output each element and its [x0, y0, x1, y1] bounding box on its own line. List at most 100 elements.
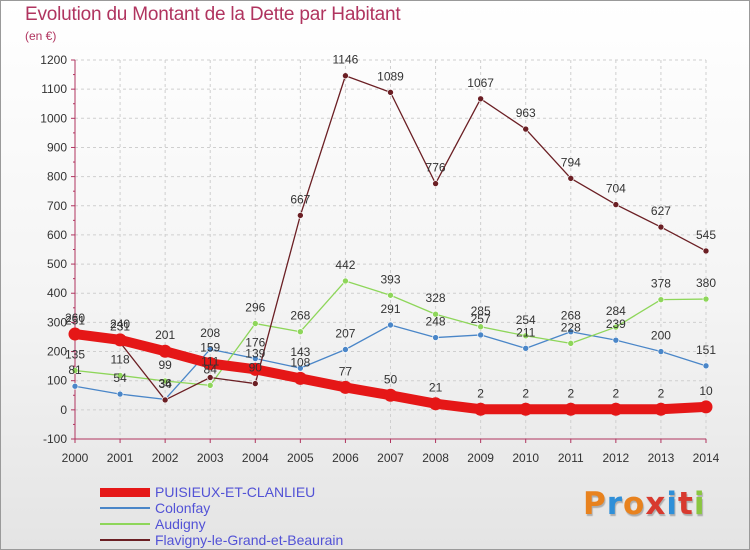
- data-point: [161, 377, 169, 385]
- data-label: 90: [249, 361, 263, 375]
- data-point: [297, 364, 304, 372]
- logo-letter: P: [583, 486, 607, 522]
- data-label: 268: [561, 309, 581, 323]
- data-label: 208: [200, 326, 220, 340]
- data-label: 1067: [467, 76, 494, 90]
- data-label: 239: [606, 317, 626, 331]
- data-point: [387, 291, 394, 299]
- data-point: [609, 402, 623, 416]
- data-point: [297, 212, 304, 219]
- data-label: 704: [606, 182, 626, 196]
- data-point: [657, 296, 665, 303]
- data-point: [702, 295, 710, 303]
- data-point: [477, 323, 484, 331]
- data-point: [522, 125, 530, 133]
- data-label: 254: [516, 313, 536, 327]
- logo-letter: x: [645, 486, 667, 522]
- data-label: 81: [68, 363, 82, 377]
- data-label: 2: [477, 386, 484, 400]
- chart-unit: (en €): [25, 29, 57, 43]
- data-label: 118: [111, 352, 130, 366]
- y-tick-label: 300: [47, 315, 67, 329]
- data-point: [474, 402, 488, 416]
- data-label: 296: [245, 301, 265, 315]
- data-label: 627: [651, 204, 671, 218]
- y-tick-label: 600: [47, 228, 67, 242]
- data-label: 1146: [333, 53, 359, 67]
- data-point: [432, 310, 439, 318]
- data-labels: 81 54 36 208 176 143 207 291 248 257 211 268 239 200 1…: [65, 53, 716, 401]
- data-point: [342, 277, 349, 285]
- data-point: [564, 402, 578, 416]
- data-label: 34: [158, 377, 172, 391]
- data-label: 257: [471, 312, 491, 326]
- y-tick-label: 500: [47, 257, 67, 271]
- logo-letter: o: [623, 486, 646, 522]
- x-tick-label: 2011: [558, 451, 584, 465]
- data-label: 228: [561, 320, 581, 334]
- data-label: 231: [110, 320, 130, 334]
- data-label: 2: [613, 386, 620, 400]
- data-point: [158, 344, 172, 358]
- data-point: [248, 362, 262, 376]
- data-label: 2: [522, 386, 529, 400]
- y-tick-label: 200: [47, 345, 67, 359]
- axes: -100 0 100 200 300 400 500 600 700 800 900 1000 1100…: [40, 53, 719, 465]
- data-point: [251, 355, 259, 362]
- y-tick-label: 1200: [40, 53, 67, 67]
- series-group: [68, 72, 713, 416]
- data-point: [384, 388, 397, 402]
- chart-title: Evolution du Montant de la Dette par Hab…: [25, 4, 401, 25]
- logo-letter: t: [677, 486, 694, 522]
- data-label: 545: [696, 228, 716, 242]
- data-label: 151: [696, 343, 716, 357]
- data-label: 380: [696, 276, 716, 290]
- data-point: [116, 390, 124, 398]
- y-tick-label: 1000: [40, 111, 67, 125]
- data-label: 139: [245, 346, 265, 360]
- data-label: 2: [567, 386, 574, 400]
- x-tick-label: 2012: [603, 451, 630, 465]
- data-point: [297, 328, 304, 336]
- data-point: [657, 348, 665, 355]
- data-point: [387, 89, 394, 96]
- data-point: [251, 320, 259, 327]
- data-point: [338, 380, 352, 394]
- legend-label: Audigny: [155, 516, 206, 532]
- data-label: 251: [65, 314, 85, 328]
- legend-label: Flavigny-le-Grand-et-Beaurain: [155, 532, 344, 548]
- legend-swatch: [100, 523, 150, 525]
- data-label: 54: [113, 371, 127, 385]
- data-point: [522, 332, 530, 340]
- x-tick-label: 2005: [287, 451, 314, 465]
- proxiti-logo: Proxiti: [583, 486, 705, 522]
- data-point: [612, 201, 620, 208]
- data-label: 667: [290, 192, 310, 206]
- data-label: 207: [335, 326, 355, 340]
- data-label: 176: [245, 336, 265, 350]
- data-point: [477, 95, 484, 103]
- y-tick-label: 800: [47, 170, 67, 184]
- y-tick-label: 100: [47, 374, 67, 388]
- data-label: 2: [658, 386, 665, 400]
- data-point: [71, 367, 79, 374]
- data-point: [429, 397, 443, 411]
- data-label: 442: [335, 258, 355, 272]
- data-point: [519, 402, 533, 416]
- data-label: 108: [290, 355, 310, 369]
- data-point: [206, 345, 214, 353]
- logo-letter: r: [606, 486, 624, 522]
- data-label: 291: [380, 302, 400, 316]
- x-tick-label: 2001: [107, 451, 134, 465]
- x-tick-label: 2002: [152, 451, 179, 465]
- data-label: 285: [471, 304, 491, 318]
- x-tick-label: 2003: [197, 451, 224, 465]
- data-label: 248: [426, 315, 446, 329]
- data-point: [71, 382, 79, 390]
- data-point: [522, 345, 530, 352]
- data-point: [432, 180, 439, 187]
- data-label: 135: [65, 347, 85, 361]
- data-label: 328: [426, 291, 446, 305]
- y-tick-label: 900: [47, 140, 67, 154]
- data-point: [342, 346, 349, 353]
